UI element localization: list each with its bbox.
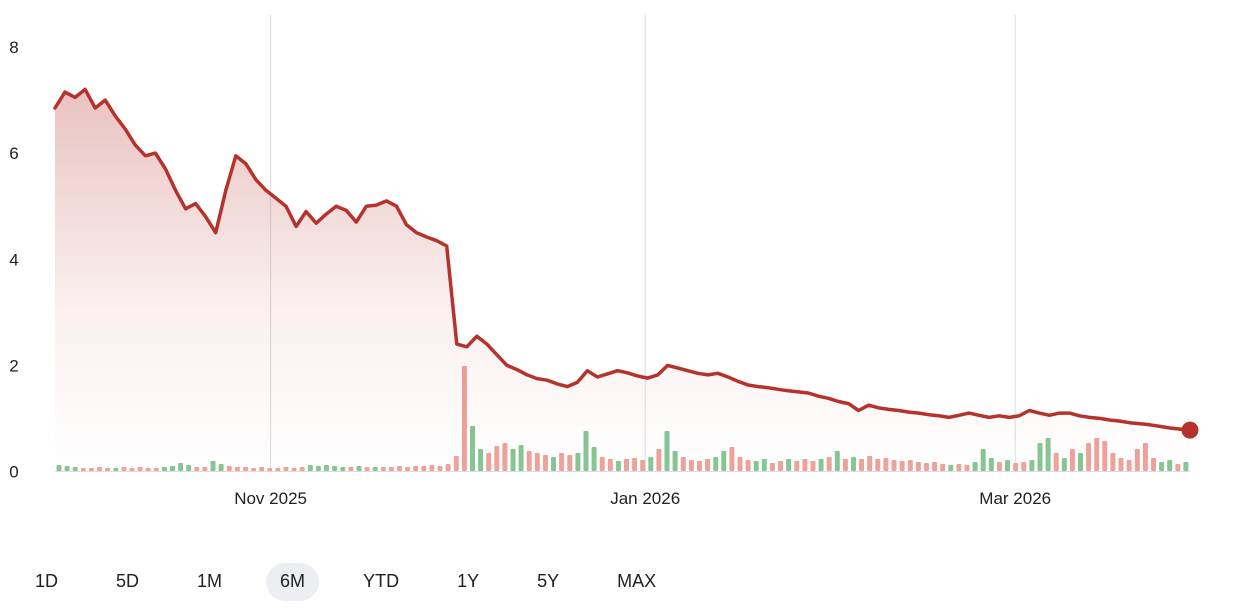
area-fill — [55, 89, 1190, 472]
time-range-selector: 1D 5D 1M 6M YTD 1Y 5Y MAX — [0, 540, 1238, 616]
y-axis-tick-label: 2 — [9, 356, 18, 375]
y-axis-tick-label: 4 — [9, 250, 18, 269]
price-line — [53, 87, 1192, 432]
range-button-1y[interactable]: 1Y — [443, 563, 493, 601]
range-button-max[interactable]: MAX — [603, 563, 670, 601]
chart-area: 0 2 4 6 8 Nov 2025 Jan 2026 Mar 2026 — [0, 0, 1238, 540]
y-axis-tick-label: 0 — [9, 463, 18, 482]
range-button-1d[interactable]: 1D — [21, 563, 72, 601]
range-button-5d[interactable]: 5D — [102, 563, 153, 601]
range-button-1m[interactable]: 1M — [183, 563, 236, 601]
y-axis-tick-label: 8 — [9, 38, 18, 57]
range-button-5y[interactable]: 5Y — [523, 563, 573, 601]
range-button-6m[interactable]: 6M — [266, 563, 320, 601]
x-axis-tick-label: Mar 2026 — [979, 489, 1051, 508]
y-axis-tick-label: 6 — [9, 144, 18, 163]
range-button-ytd[interactable]: YTD — [349, 563, 413, 601]
x-axis-tick-label: Nov 2025 — [234, 489, 307, 508]
endpoint-dot — [1181, 421, 1199, 439]
x-axis-tick-label: Jan 2026 — [610, 489, 680, 508]
price-volume-chart[interactable]: 0 2 4 6 8 Nov 2025 Jan 2026 Mar 2026 — [0, 0, 1238, 540]
